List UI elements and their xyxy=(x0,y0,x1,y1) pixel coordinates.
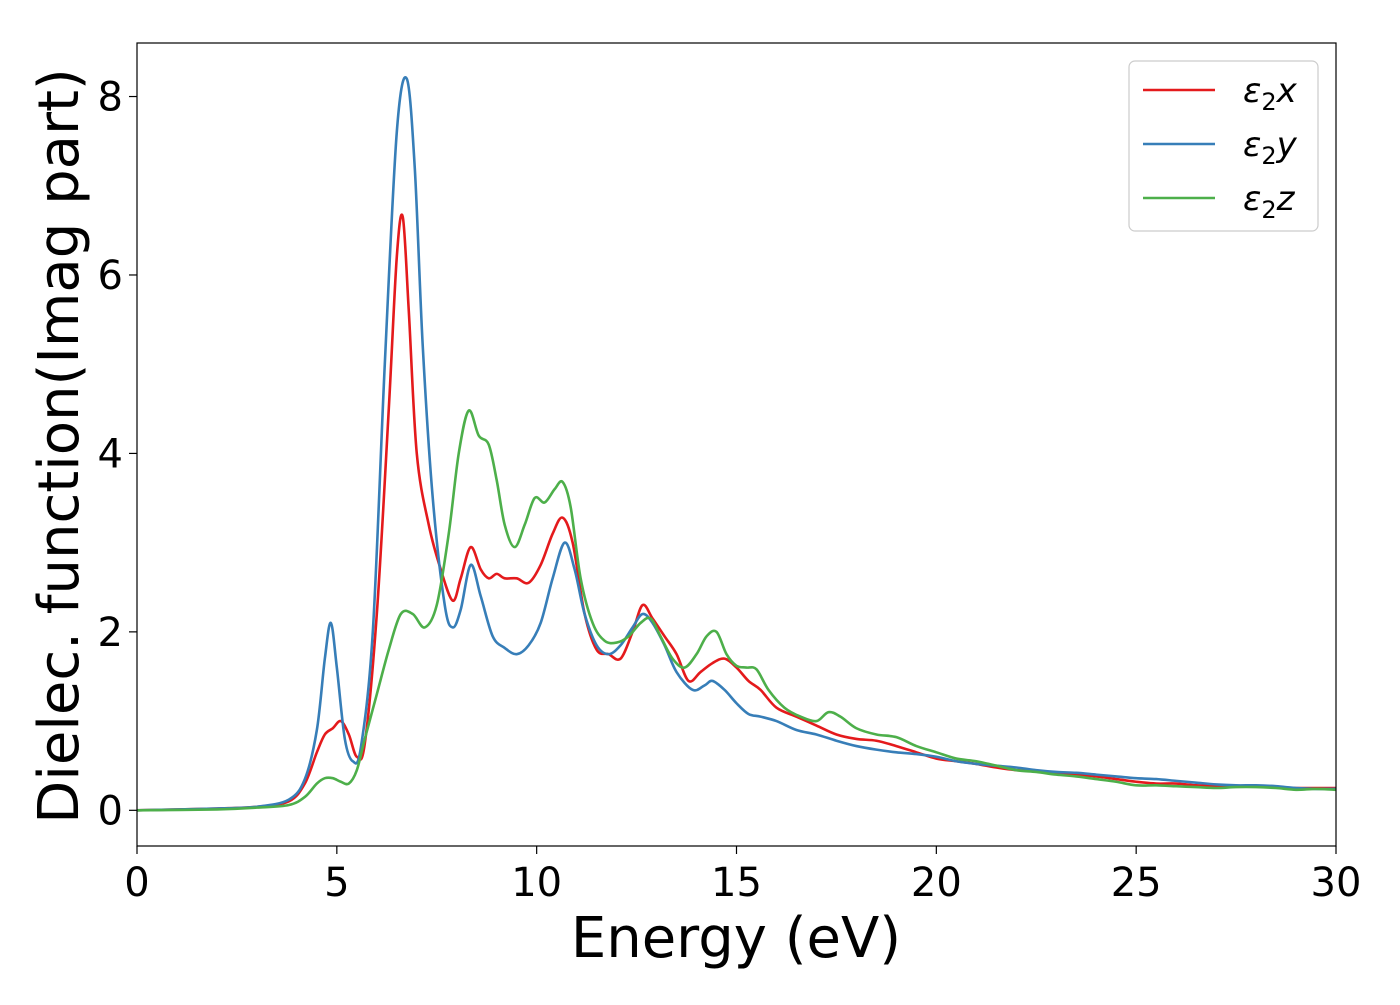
y-tick-label: 8 xyxy=(98,75,123,121)
x-axis-title: Energy (eV) xyxy=(571,906,901,971)
tick-layer: 0 5 10 15 20 25 30 0 2 4 6 8 xyxy=(98,75,1362,906)
legend-entries: ε2x ε2y ε2z xyxy=(1143,71,1298,224)
x-tick-label: 10 xyxy=(511,860,562,906)
series-line-z xyxy=(136,409,1337,812)
y-axis-title: Dielec. function(Imag part) xyxy=(27,68,92,824)
legend-label-x: ε2x xyxy=(1243,71,1298,116)
y-tick-label: 6 xyxy=(98,253,123,299)
x-tick-label: 25 xyxy=(1111,860,1162,906)
x-tick-label: 5 xyxy=(324,860,349,906)
x-tick-label: 15 xyxy=(711,860,762,906)
x-tick-label: 30 xyxy=(1311,860,1362,906)
legend: ε2x ε2y ε2z xyxy=(1128,60,1319,232)
legend-label-z: ε2z xyxy=(1243,179,1296,224)
legend-label-y: ε2y xyxy=(1243,125,1298,170)
series-line-y xyxy=(136,76,1337,812)
legend-box xyxy=(1128,60,1319,232)
x-tick-label: 20 xyxy=(911,860,962,906)
y-tick-label: 4 xyxy=(98,431,123,477)
y-tick-label: 2 xyxy=(98,610,123,656)
y-tick-label: 0 xyxy=(98,788,123,834)
series-layer xyxy=(136,76,1337,812)
x-tick-label: 0 xyxy=(124,860,149,906)
